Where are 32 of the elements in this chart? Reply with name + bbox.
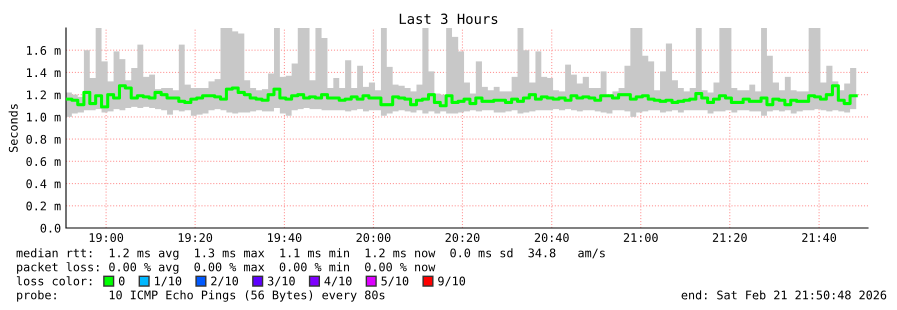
x-tick-label: 19:20 bbox=[178, 233, 212, 242]
legend-title: loss color: bbox=[16, 276, 92, 286]
x-tick-label: 19:00 bbox=[90, 233, 124, 242]
y-tick-label: 0.0 bbox=[40, 224, 60, 233]
x-tick-label: 19:40 bbox=[268, 233, 302, 242]
x-tick-label: 20:40 bbox=[534, 233, 569, 242]
x-tick-label: 20:00 bbox=[356, 233, 390, 242]
text: end: Sat Feb 21 21:50:48 2026 bbox=[682, 290, 886, 300]
text: packet loss: 0.00 % avg 0.00 % max 0.00 % min 0.00 % now bbox=[17, 262, 436, 274]
legend-label: 9/10 bbox=[438, 276, 466, 286]
y-tick-label: 0.4 m bbox=[26, 179, 61, 188]
x-tick-label: 21:20 bbox=[712, 233, 747, 242]
y-tick-label: 0.6 m bbox=[26, 157, 61, 166]
x-tick-label: 21:00 bbox=[624, 233, 658, 242]
legend-label: 4/10 bbox=[324, 276, 352, 286]
chart-title: Last 3 Hours bbox=[400, 14, 498, 24]
y-tick-label: 1.0 m bbox=[27, 112, 61, 122]
legend-label: 2/10 bbox=[211, 276, 238, 286]
legend-label: 1/10 bbox=[155, 276, 182, 286]
y-tick-label: 0.2 m bbox=[26, 202, 61, 210]
y-tick-label: 1.6 m bbox=[27, 46, 61, 55]
legend-label: 0 bbox=[118, 276, 125, 286]
y-tick-label: 1.4 m bbox=[27, 68, 61, 77]
legend-label: 5/10 bbox=[381, 276, 408, 286]
legend-label: 3/10 bbox=[268, 276, 295, 286]
y-tick-label: 1.2 m bbox=[27, 90, 61, 100]
y-tick-label: 0.8 m bbox=[26, 134, 61, 144]
y-axis-title: Seconds bbox=[8, 104, 18, 152]
text: probe: 10 ICMP Echo Pings (56 Bytes) every 80s bbox=[17, 290, 384, 302]
text: median rtt: 1.2 ms avg 1.3 ms max 1.1 ms min 1.2 ms now 0.0 ms sd 34.8 am/s bbox=[16, 248, 605, 260]
x-tick-label: 20:20 bbox=[446, 233, 480, 242]
x-tick-label: 21:40 bbox=[802, 233, 836, 242]
